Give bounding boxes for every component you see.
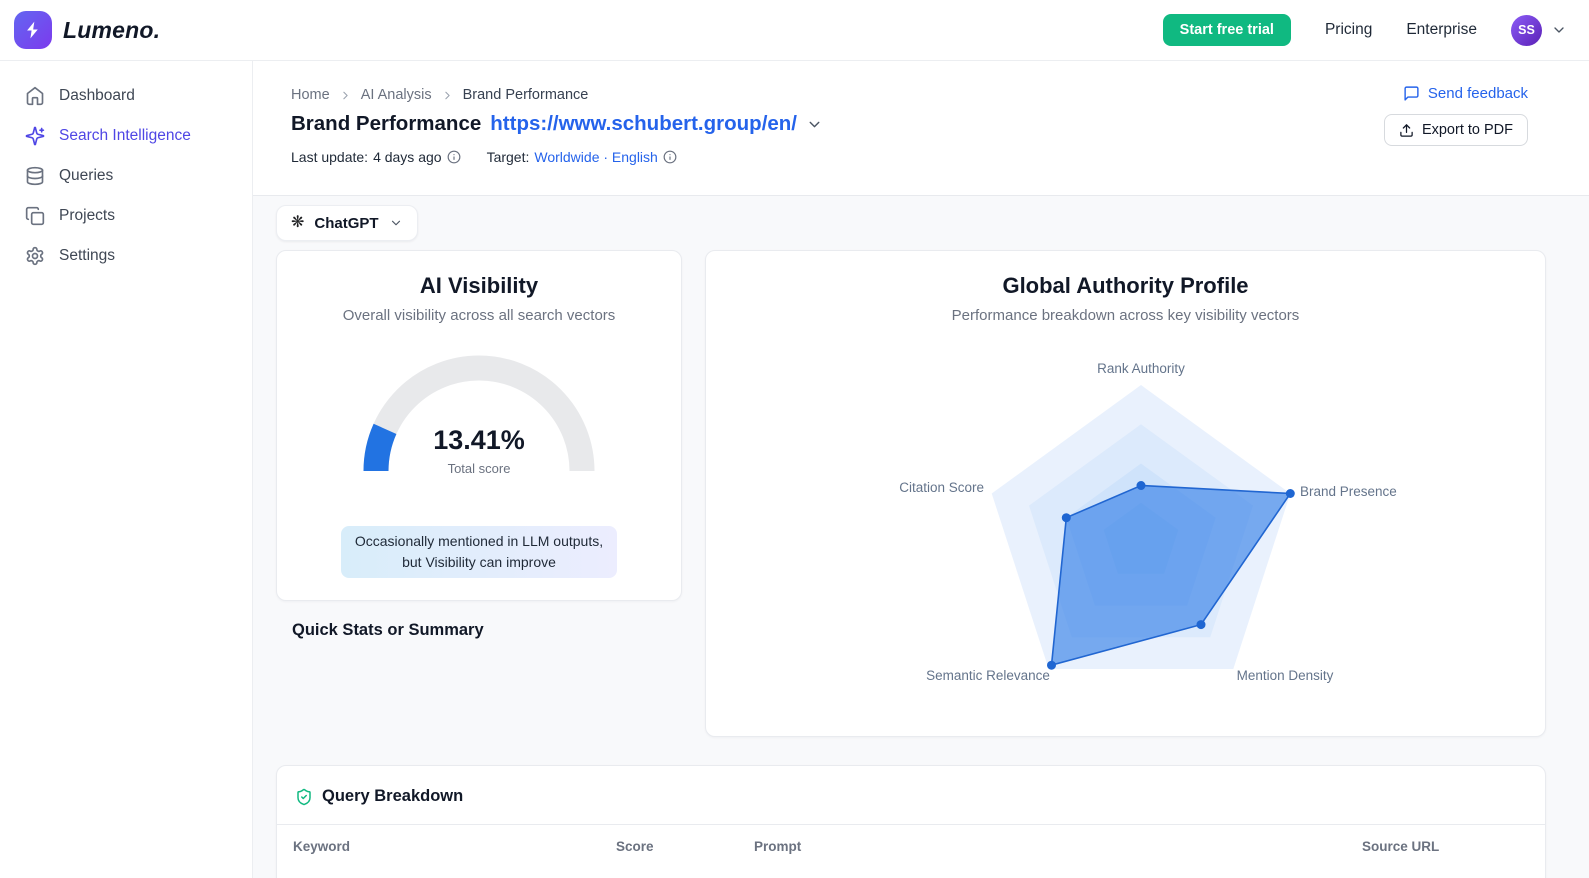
- sidebar-item-settings[interactable]: Settings: [0, 236, 252, 276]
- gauge-score-label: Total score: [447, 461, 511, 476]
- page-title: Brand Performance: [291, 112, 482, 135]
- svg-text:Citation Score: Citation Score: [899, 480, 984, 495]
- gauge-svg: [363, 355, 595, 472]
- sidebar-item-label: Queries: [59, 167, 114, 184]
- copy-icon: [25, 206, 45, 226]
- last-update-value: 4 days ago: [373, 149, 442, 165]
- chevron-down-icon: [1551, 22, 1567, 38]
- target-value-link[interactable]: Worldwide · English: [534, 149, 658, 165]
- global-authority-card: Global Authority Profile Performance bre…: [705, 250, 1546, 737]
- sidebar-item-projects[interactable]: Projects: [0, 196, 252, 236]
- analyzed-url-link[interactable]: https://www.schubert.group/en/: [490, 112, 798, 135]
- sidebar-item-label: Search Intelligence: [59, 127, 191, 144]
- account-menu[interactable]: SS: [1511, 14, 1567, 46]
- column-header-keyword: Keyword: [293, 839, 351, 854]
- sidebar-item-label: Dashboard: [59, 87, 135, 104]
- card-title: Global Authority Profile: [1002, 273, 1249, 298]
- info-icon[interactable]: [663, 150, 677, 164]
- top-nav-links: Start free trial Pricing Enterprise SS: [1162, 14, 1567, 46]
- chevron-right-icon: [441, 89, 454, 102]
- target-label: Target:: [486, 149, 530, 165]
- target-meta: Target: Worldwide · English: [487, 149, 677, 165]
- visibility-note: Occasionally mentioned in LLM outputs, b…: [341, 526, 617, 578]
- sidebar-item-label: Settings: [59, 247, 116, 264]
- export-pdf-button[interactable]: Export to PDF: [1383, 114, 1528, 146]
- chevron-down-icon: [389, 216, 403, 230]
- visibility-gauge-chart: 13.41% Total score: [361, 354, 597, 476]
- chevron-down-icon[interactable]: [806, 116, 823, 133]
- svg-text:Rank Authority: Rank Authority: [1097, 361, 1185, 376]
- send-feedback-link[interactable]: Send feedback: [1403, 85, 1528, 102]
- sidebar-item-queries[interactable]: Queries: [0, 156, 252, 196]
- gear-icon: [25, 246, 45, 266]
- brand-logo[interactable]: Lumeno.: [14, 11, 160, 49]
- card-subtitle: Overall visibility across all search vec…: [342, 307, 616, 324]
- sidebar-item-dashboard[interactable]: Dashboard: [0, 76, 252, 116]
- query-breakdown-card: Query Breakdown Keyword Score Prompt Sou…: [276, 765, 1546, 878]
- column-header-score: Score: [616, 839, 654, 854]
- model-selector-label: ChatGPT: [314, 214, 379, 232]
- last-update-meta: Last update: 4 days ago: [291, 149, 461, 165]
- lightning-icon: [14, 11, 52, 49]
- column-header-source-url: Source URL: [1362, 839, 1440, 854]
- section-title: Query Breakdown: [322, 787, 464, 805]
- openai-icon: ❋: [291, 214, 305, 231]
- quick-stats-heading: Quick Stats or Summary: [292, 621, 484, 639]
- breadcrumb-current: Brand Performance: [462, 87, 589, 103]
- column-header-prompt: Prompt: [754, 839, 802, 854]
- chat-bubble-icon: [1403, 85, 1420, 102]
- authority-radar-chart: Rank Authority Brand Presence Mention Dens…: [899, 361, 1397, 683]
- avatar: SS: [1511, 14, 1542, 46]
- breadcrumb: Home AI Analysis Brand Performance: [291, 87, 1528, 103]
- svg-text:Mention Density: Mention Density: [1237, 668, 1334, 683]
- sidebar-item-search-intelligence[interactable]: Search Intelligence: [0, 116, 252, 156]
- divider: [277, 824, 1545, 825]
- shield-check-icon: [295, 788, 313, 806]
- breadcrumb-ai-analysis[interactable]: AI Analysis: [360, 87, 432, 103]
- nav-pricing[interactable]: Pricing: [1324, 21, 1373, 38]
- ai-visibility-card: AI Visibility Overall visibility across …: [276, 250, 682, 601]
- sidebar: Dashboard Search Intelligence Queries Pr…: [0, 61, 253, 878]
- top-navbar: Lumeno. Start free trial Pricing Enterpr…: [0, 0, 1589, 61]
- brand-name: Lumeno.: [63, 16, 161, 43]
- card-title: AI Visibility: [419, 273, 539, 298]
- svg-text:Semantic Relevance: Semantic Relevance: [926, 668, 1050, 683]
- home-icon: [25, 86, 45, 106]
- nav-enterprise[interactable]: Enterprise: [1406, 21, 1477, 38]
- card-subtitle: Performance breakdown across key visibil…: [951, 307, 1300, 324]
- svg-text:Brand Presence: Brand Presence: [1300, 484, 1397, 499]
- main-content: ❋ ChatGPT AI Visibility Overall visibili…: [253, 196, 1589, 878]
- table-header-row: Keyword Score Prompt Source URL: [277, 825, 1545, 866]
- info-icon[interactable]: [447, 150, 461, 164]
- sparkles-icon: [25, 126, 45, 146]
- start-free-trial-button[interactable]: Start free trial: [1162, 14, 1291, 46]
- gauge-score-value: 13.41%: [433, 425, 525, 455]
- model-selector-dropdown[interactable]: ❋ ChatGPT: [276, 205, 418, 241]
- database-icon: [25, 166, 45, 186]
- page-header: Home AI Analysis Brand Performance Brand…: [253, 61, 1589, 196]
- sidebar-item-label: Projects: [59, 207, 115, 224]
- last-update-label: Last update:: [291, 149, 369, 165]
- breadcrumb-home[interactable]: Home: [291, 87, 330, 103]
- upload-icon: [1399, 123, 1414, 138]
- chevron-right-icon: [339, 89, 352, 102]
